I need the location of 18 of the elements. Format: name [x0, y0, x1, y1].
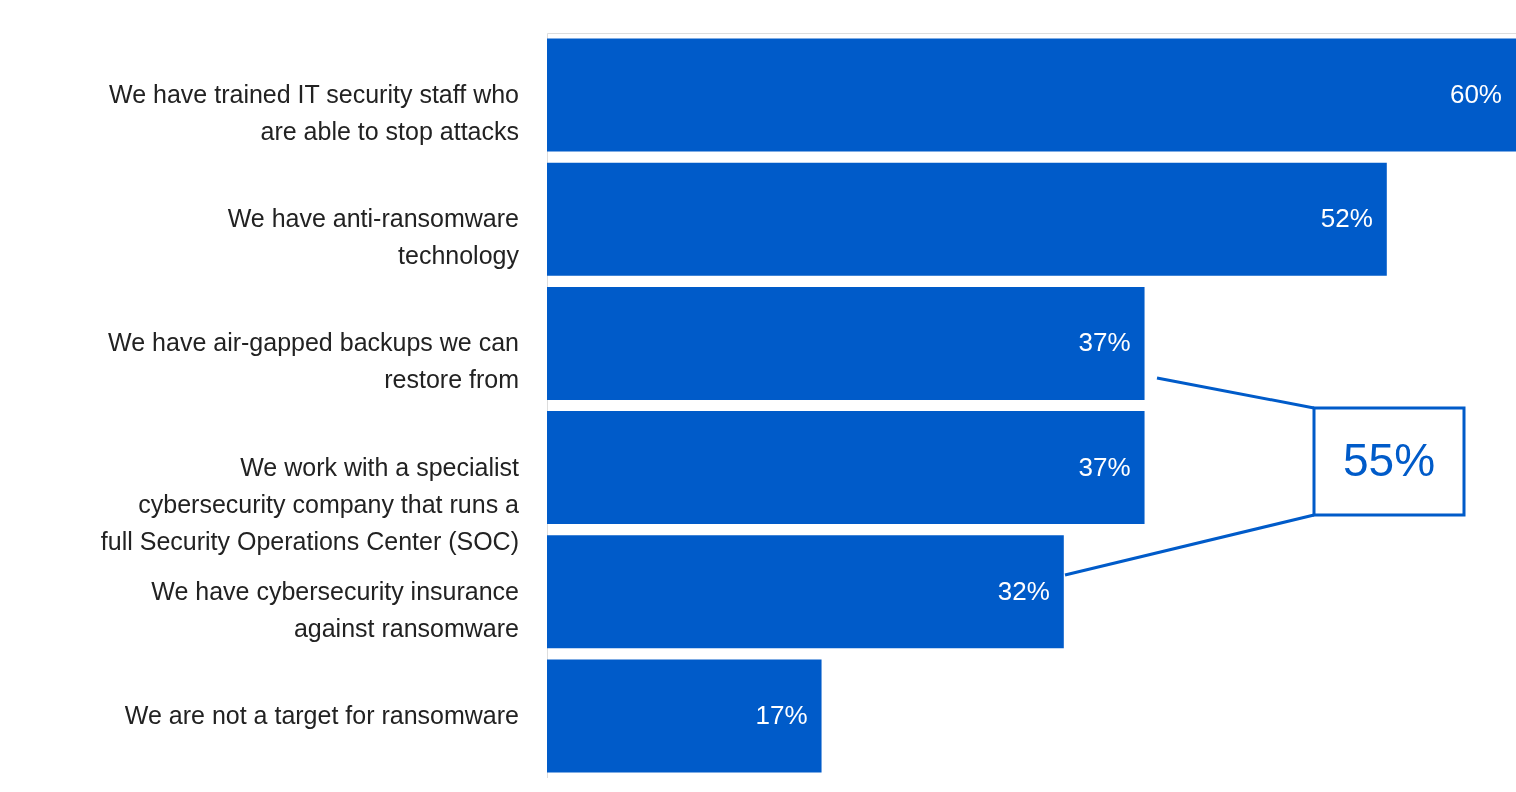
data-label: 17% — [755, 699, 808, 730]
bar — [547, 38, 1516, 152]
y-tick-label: We have trained IT security staff who are able to stop attacks — [109, 80, 519, 146]
bar — [547, 659, 822, 773]
y-tick-label: We have cybersecurity insurance against ransomware — [151, 576, 519, 642]
data-label: 32% — [997, 575, 1050, 606]
bar — [547, 411, 1145, 525]
data-label: 60% — [1449, 79, 1502, 110]
bar — [547, 162, 1387, 276]
bar — [547, 286, 1145, 400]
y-tick-label: We have anti-ransomware technology — [227, 204, 520, 270]
annotation: 55% — [1342, 433, 1436, 486]
data-label: 37% — [1078, 327, 1131, 358]
y-tick-label: We have air-gapped backups we can restore from — [108, 328, 519, 394]
data-label: 37% — [1078, 451, 1131, 482]
y-tick-label: We are not a target for ransomware — [124, 700, 519, 729]
y-tick-label: We work with a specialist cybersecurity company that runs a full Security Operations Center (SOC) — [100, 452, 520, 555]
data-label: 52% — [1320, 203, 1373, 234]
